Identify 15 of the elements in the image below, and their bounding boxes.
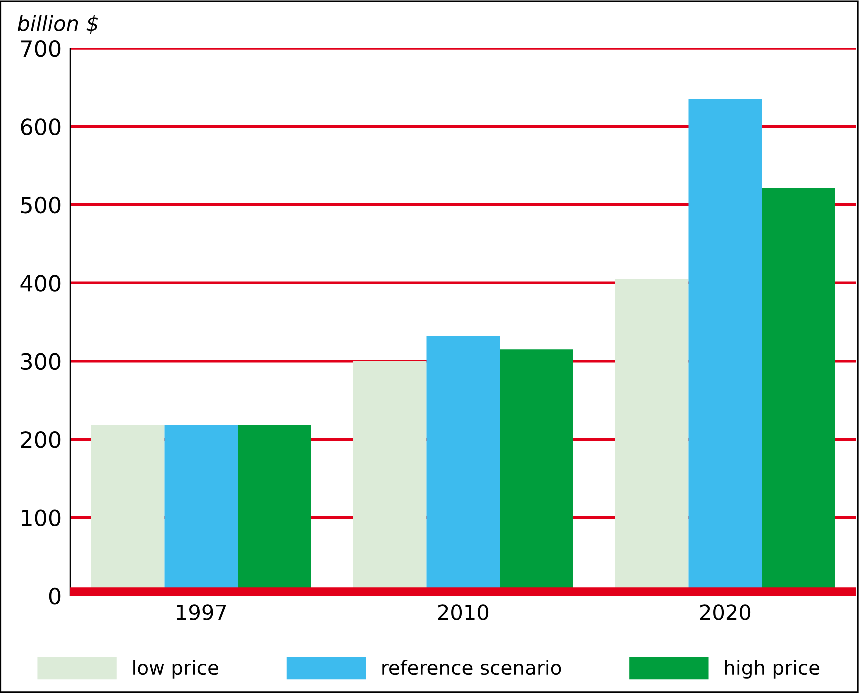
- x-tick-label: 1997: [177, 604, 226, 620]
- y-axis-title: billion $: [18, 15, 98, 34]
- y-tick-label: 200: [21, 432, 61, 448]
- x-tick-label: 2010: [438, 604, 489, 620]
- legend-label: reference scenario: [382, 660, 562, 676]
- y-tick-label: 100: [22, 510, 61, 527]
- y-tick-label: 700: [22, 40, 61, 58]
- y-tick-label: 0: [49, 588, 61, 605]
- legend-label: high price: [725, 660, 820, 679]
- y-tick-label: 300: [21, 353, 61, 370]
- y-tick-label: 600: [21, 118, 61, 136]
- legend-label: low price: [134, 660, 218, 679]
- y-tick-label: 400: [20, 275, 61, 292]
- y-tick-label: 500: [21, 196, 61, 214]
- x-tick-label: 2020: [700, 604, 751, 620]
